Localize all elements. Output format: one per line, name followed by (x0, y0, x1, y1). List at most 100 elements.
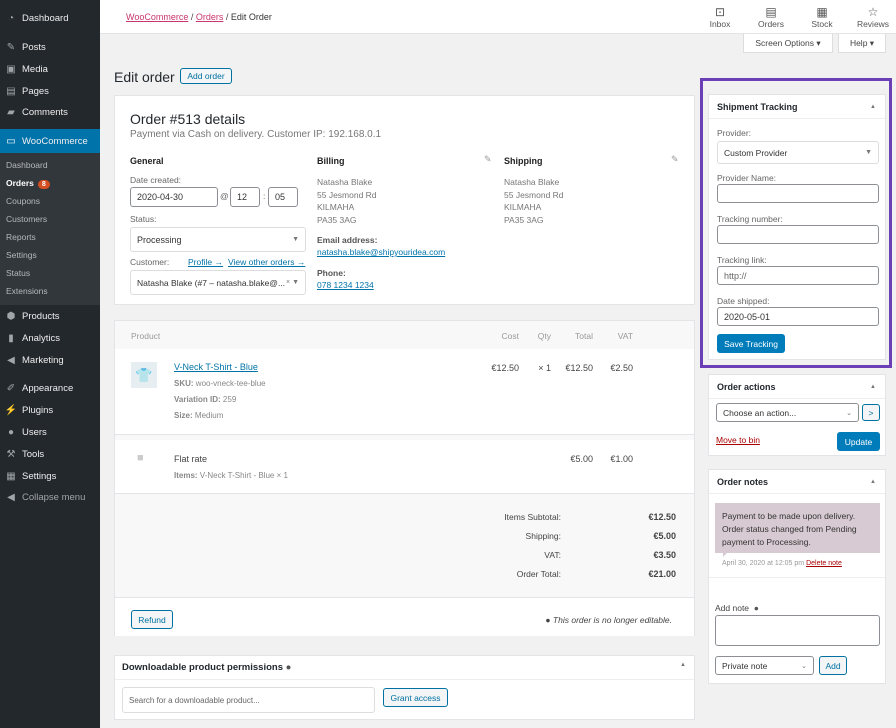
add-order-button[interactable]: Add order (180, 68, 232, 84)
collapse-arrow-icon[interactable]: ▲ (870, 478, 876, 485)
topbar-orders-button[interactable]: ▤ Orders (751, 5, 791, 29)
help-icon: ● (545, 615, 553, 625)
order-total-value: €21.00 (648, 569, 676, 579)
submenu-item-customers[interactable]: Customers (6, 214, 47, 224)
products-icon: ⬢ (6, 310, 16, 322)
phone-link[interactable]: 078 1234 1234 (317, 280, 374, 290)
minute-input[interactable]: 05 (268, 187, 298, 207)
sidebar-item-collapse-menu[interactable]: ◀ Collapse menu (0, 487, 100, 507)
provider-value: Custom Provider (724, 147, 788, 158)
sidebar-item-tools[interactable]: ⚒ Tools (0, 444, 100, 464)
collapse-arrow-icon[interactable]: ▲ (680, 662, 686, 668)
order-action-select[interactable]: Choose an action... ⌄ (716, 403, 859, 422)
address-line: 55 Jesmond Rd (317, 189, 377, 200)
sidebar-item-comments[interactable]: ▰ Comments (0, 102, 100, 122)
order-notes-panel: Order notes ▲ Payment to be made upon del… (708, 469, 886, 684)
topbar-stock-button[interactable]: ▦ Stock (802, 5, 842, 29)
sidebar-item-label: Pages (22, 85, 49, 97)
add-note-textarea[interactable] (715, 615, 880, 646)
help-button[interactable]: Help ▾ (838, 34, 886, 53)
collapse-arrow-icon[interactable]: ▲ (870, 103, 876, 110)
view-other-orders-link[interactable]: View other orders → (228, 257, 306, 267)
analytics-icon: ▮ (8, 332, 14, 344)
comment-icon: ▰ (7, 106, 15, 118)
add-note-button[interactable]: Add (819, 656, 847, 675)
delete-note-link[interactable]: Delete note (806, 560, 842, 567)
note-type-select[interactable]: Private note ⌄ (715, 656, 814, 675)
submenu-label: Dashboard (6, 160, 48, 170)
submenu-item-settings[interactable]: Settings (6, 250, 37, 260)
table-row: 👕 V-Neck T-Shirt - Blue SKU: woo-vneck-t… (115, 349, 694, 435)
topbar-inbox-button[interactable]: ⊡ Inbox (700, 5, 740, 29)
downloads-title: Downloadable product permissions (122, 662, 283, 673)
size-value: Medium (194, 411, 224, 420)
customer-select[interactable]: Natasha Blake (#7 – natasha.blake@... × ▼ (130, 270, 306, 295)
sidebar-item-analytics[interactable]: ▮ Analytics (0, 328, 100, 348)
topbar-label: Inbox (709, 19, 731, 29)
tracking-number-input[interactable] (717, 225, 879, 244)
subtotal-label: Items Subtotal: (504, 512, 561, 522)
shipping-row: ■ Flat rate Items: V-Neck T-Shirt - Blue… (115, 440, 694, 494)
breadcrumb-woocommerce[interactable]: WooCommerce (126, 12, 189, 22)
items-key: Items: (174, 471, 198, 480)
product-qty: × 1 (538, 363, 551, 373)
submenu-item-dashboard[interactable]: Dashboard (6, 160, 48, 170)
provider-select[interactable]: Custom Provider ▼ (717, 141, 879, 164)
submenu-item-coupons[interactable]: Coupons (6, 196, 40, 206)
sidebar-item-posts[interactable]: ✎ Posts (0, 37, 100, 57)
sidebar-item-label: Analytics (22, 332, 61, 344)
edit-shipping-pencil-icon[interactable]: ✎ (671, 154, 679, 164)
sidebar-item-plugins[interactable]: ⚡ Plugins (0, 400, 100, 420)
address-line: 55 Jesmond Rd (504, 189, 564, 200)
product-link[interactable]: V-Neck T-Shirt - Blue (174, 362, 258, 372)
hour-input[interactable]: 12 (230, 187, 260, 207)
refund-button[interactable]: Refund (131, 610, 173, 629)
date-shipped-input[interactable]: 2020-05-01 (717, 307, 879, 326)
megaphone-icon: ◀ (7, 354, 15, 366)
media-icon: ▣ (6, 63, 16, 75)
tshirt-thumbnail-icon: 👕 (131, 362, 157, 388)
apply-action-button[interactable]: > (862, 404, 880, 421)
submenu-item-extensions[interactable]: Extensions (6, 286, 48, 296)
action-value: Choose an action... (723, 407, 797, 418)
tracking-link-input[interactable]: http:// (717, 266, 879, 285)
downloadable-product-search[interactable]: Search for a downloadable product... (122, 687, 375, 713)
customer-value: Natasha Blake (#7 – natasha.blake@... (137, 277, 286, 288)
actions-header: Order actions ▲ (709, 375, 885, 399)
topbar-reviews-button[interactable]: ☆ Reviews (853, 5, 893, 29)
sidebar-item-dashboard[interactable]: ◔ Dashboard (0, 8, 100, 28)
date-created-input[interactable]: 2020-04-30 (130, 187, 218, 207)
grant-access-button[interactable]: Grant access (383, 688, 448, 707)
submenu-item-reports[interactable]: Reports (6, 232, 36, 242)
profile-link[interactable]: Profile → (188, 257, 223, 267)
sidebar-item-media[interactable]: ▣ Media (0, 59, 100, 79)
collapse-arrow-icon[interactable]: ▲ (870, 383, 876, 390)
sidebar-item-woocommerce[interactable]: ▭ WooCommerce (0, 129, 100, 153)
topbar-label: Orders (758, 19, 784, 29)
sidebar-item-appearance[interactable]: ✐ Appearance (0, 378, 100, 398)
submenu-item-orders[interactable]: Orders 8 (6, 178, 50, 189)
sidebar-item-label: Media (22, 63, 48, 75)
submenu-item-status[interactable]: Status (6, 268, 30, 278)
sidebar-item-settings[interactable]: ▦ Settings (0, 466, 100, 486)
sidebar-item-users[interactable]: ● Users (0, 422, 100, 442)
downloads-panel: Downloadable product permissions ● ▲ Sea… (114, 655, 695, 720)
breadcrumb-orders[interactable]: Orders (195, 12, 224, 22)
screen-options-button[interactable]: Screen Options ▾ (743, 34, 833, 53)
email-link[interactable]: natasha.blake@shipyouridea.com (317, 247, 446, 257)
address-line: PA35 3AG (317, 214, 357, 225)
edit-billing-pencil-icon[interactable]: ✎ (484, 154, 492, 164)
header-total: Total (575, 331, 593, 341)
update-button[interactable]: Update (837, 432, 880, 451)
truck-icon: ■ (137, 452, 144, 464)
move-to-bin-link[interactable]: Move to bin (716, 435, 760, 445)
provider-name-input[interactable] (717, 184, 879, 203)
status-select[interactable]: Processing ▼ (130, 227, 306, 252)
sidebar-item-label: Tools (22, 448, 45, 460)
order-items-panel: Product Cost Qty Total VAT 👕 V-Neck T-Sh… (114, 320, 695, 636)
save-tracking-button[interactable]: Save Tracking (717, 334, 785, 353)
sidebar-item-pages[interactable]: ▤ Pages (0, 81, 100, 101)
sidebar-item-label: Posts (22, 41, 46, 53)
sidebar-item-marketing[interactable]: ◀ Marketing (0, 350, 100, 370)
sidebar-item-products[interactable]: ⬢ Products (0, 306, 100, 326)
